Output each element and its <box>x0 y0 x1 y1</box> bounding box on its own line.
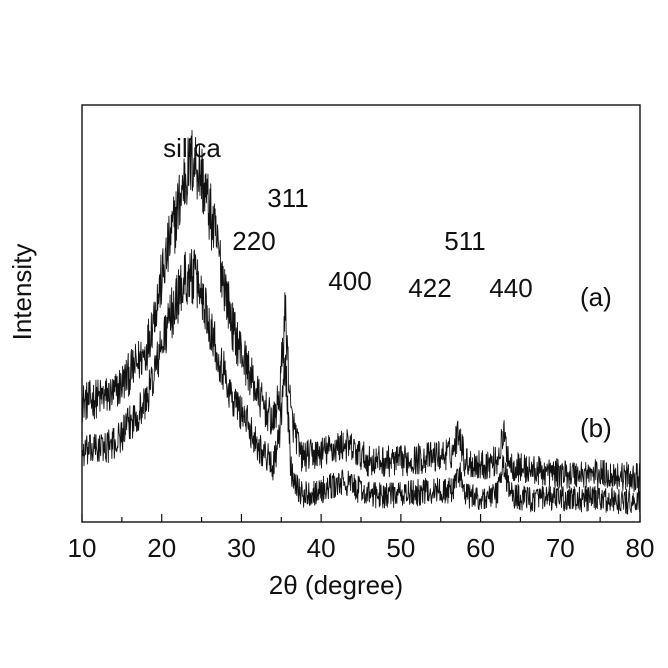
annotation-220: 220 <box>232 226 275 256</box>
x-tick-label: 20 <box>147 533 176 563</box>
series-label-a: (a) <box>580 282 612 312</box>
series-trace-a <box>81 129 641 493</box>
x-tick-label: 30 <box>227 533 256 563</box>
annotation-440: 440 <box>489 273 532 303</box>
x-tick-label: 40 <box>307 533 336 563</box>
x-axis-ticks <box>81 514 641 522</box>
annotation-400: 400 <box>328 266 371 296</box>
series-trace-b <box>81 249 641 515</box>
series-label-b: (b) <box>580 413 612 443</box>
annotation-511: 511 <box>444 226 485 256</box>
annotation-silica: silica <box>163 133 221 163</box>
x-tick-label: 10 <box>68 533 97 563</box>
x-tick-label: 50 <box>386 533 415 563</box>
y-axis-label: Intensity <box>7 244 37 341</box>
x-axis-tick-labels: 10 20 30 40 50 60 70 80 <box>68 533 655 563</box>
annotation-422: 422 <box>408 273 451 303</box>
annotation-311: 311 <box>267 183 308 213</box>
x-axis-label: 2θ (degree) <box>269 570 403 600</box>
x-tick-label: 80 <box>626 533 655 563</box>
x-tick-label: 70 <box>546 533 575 563</box>
x-tick-label: 60 <box>466 533 495 563</box>
